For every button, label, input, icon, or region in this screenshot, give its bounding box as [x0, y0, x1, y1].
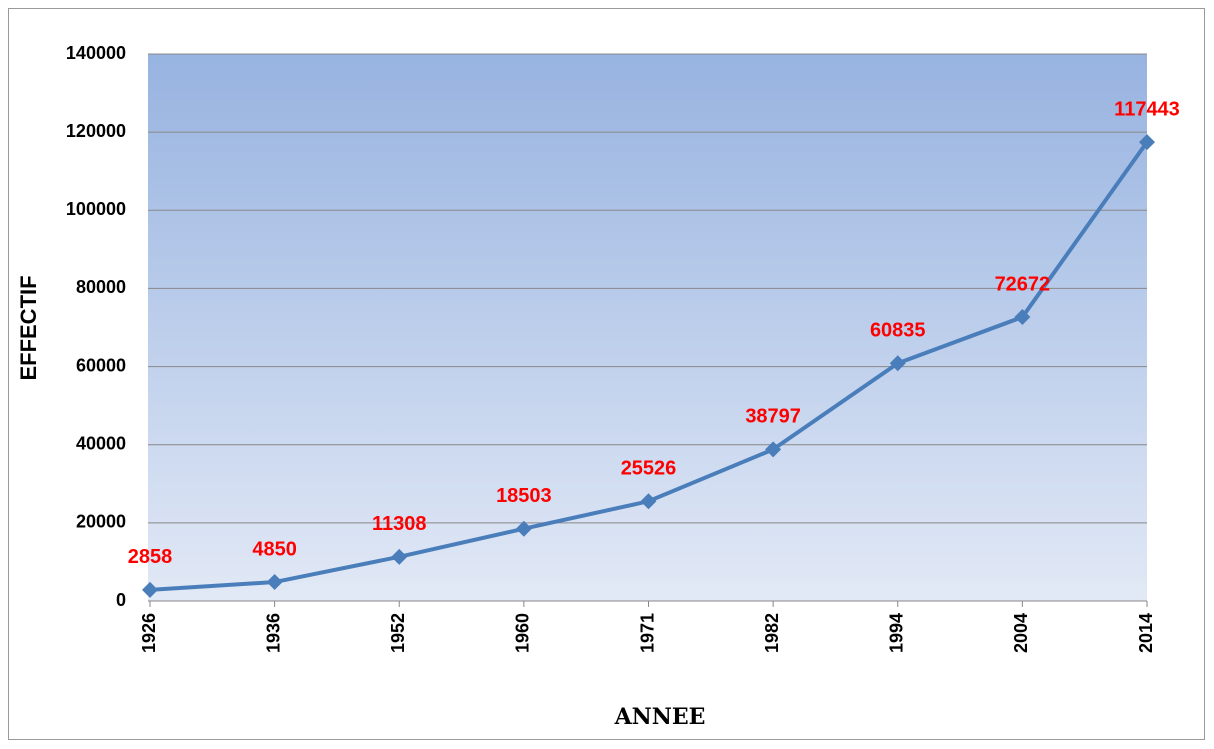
data-label: 117443 [1114, 98, 1180, 120]
y-axis-label: EFFECTIF [16, 275, 41, 380]
marker [1014, 309, 1031, 326]
data-label: 2858 [128, 546, 173, 568]
y-tick-label: 60000 [76, 355, 126, 375]
data-label: 4850 [252, 538, 297, 560]
data-label: 60835 [870, 320, 926, 342]
x-axis-label: ANNEE [614, 704, 706, 730]
data-label: 11308 [372, 513, 427, 535]
marker [889, 355, 906, 372]
data-label: 25526 [621, 458, 677, 480]
marker [391, 548, 408, 565]
x-tick-label: 1926 [139, 613, 159, 653]
data-label: 38797 [745, 406, 801, 428]
x-tick-label: 1936 [263, 613, 283, 653]
y-tick-label: 20000 [76, 512, 126, 532]
y-tick-label: 120000 [66, 121, 126, 141]
x-tick-label: 2004 [1011, 613, 1031, 653]
x-tick-label: 1994 [887, 613, 907, 653]
marker [266, 574, 283, 591]
y-tick-label: 80000 [76, 277, 126, 297]
marker [640, 493, 657, 510]
y-tick-label: 40000 [76, 433, 126, 453]
marker [515, 520, 532, 537]
plot-area [148, 54, 1147, 601]
x-tick-label: 1960 [513, 613, 533, 653]
y-tick-label: 0 [116, 590, 126, 610]
x-tick-label: 1982 [762, 613, 782, 653]
data-label: 72672 [995, 273, 1051, 295]
marker [142, 581, 158, 598]
y-tick-label: 100000 [66, 199, 126, 219]
y-tick-label: 140000 [66, 43, 126, 63]
marker [1139, 134, 1155, 151]
x-tick-label: 1952 [388, 613, 408, 653]
x-tick-label: 1971 [637, 613, 657, 653]
marker [765, 441, 782, 458]
x-tick-label: 2014 [1136, 613, 1156, 653]
data-label: 18503 [496, 485, 552, 507]
